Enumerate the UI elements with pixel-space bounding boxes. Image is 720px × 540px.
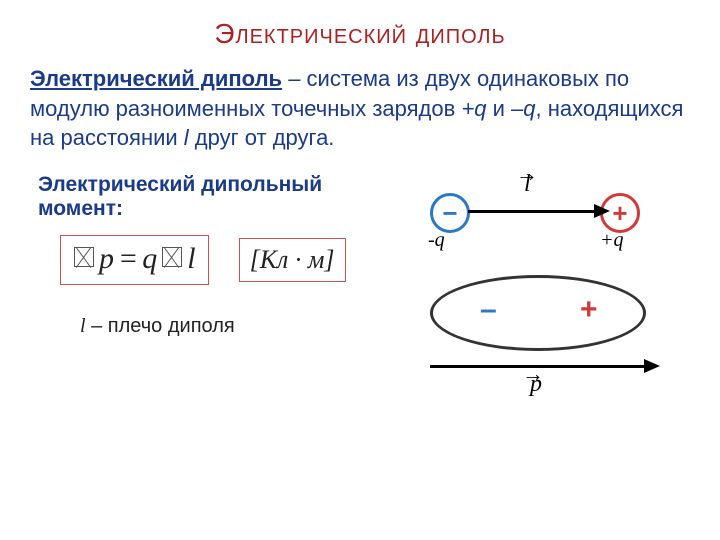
definition-q-minus: –q: [511, 96, 535, 121]
legend: l – плечо диполя: [20, 285, 400, 338]
moment-label: Электрический дипольный момент:: [20, 163, 400, 229]
definition-term: Электрический диполь: [30, 66, 282, 91]
negative-charge-icon: −: [430, 193, 470, 233]
formula-p-letter: p: [99, 242, 114, 275]
formula-l: l: [187, 242, 195, 276]
definition-paragraph: Электрический диполь – система из двух о…: [0, 58, 720, 163]
page-title: Электрический диполь: [0, 0, 720, 58]
l-vector-line: [468, 210, 596, 213]
formula-box: p = q l: [60, 235, 209, 285]
unit-box: [Кл · м]: [239, 238, 346, 282]
definition-q-plus: +q: [461, 96, 486, 121]
p-vector-label: p: [530, 371, 542, 398]
l-vector-arrowhead: [594, 204, 610, 218]
diagram-dipole-moment: – + → p: [400, 265, 680, 405]
ellipse-pos-sign: +: [580, 293, 598, 327]
legend-text: – плечо диполя: [86, 315, 235, 337]
formula-l-letter: l: [187, 242, 195, 275]
definition-and: и: [487, 96, 512, 121]
l-vector-label: l: [524, 171, 531, 198]
formula-eq: =: [118, 242, 138, 276]
p-vector-arrowhead: [644, 359, 660, 373]
broken-image-icon-2: [162, 247, 182, 267]
pos-q-label: +q: [600, 229, 624, 252]
broken-image-icon: [74, 247, 94, 267]
definition-body-3: друг от друга.: [189, 125, 335, 150]
formula-p: p: [99, 242, 114, 276]
ellipse-neg-sign: –: [480, 293, 497, 327]
dipole-ellipse: [430, 275, 646, 351]
diagram-dipole-charges: − + → l -q +q: [400, 169, 680, 259]
formula-q: q: [142, 242, 157, 276]
neg-q-label: -q: [428, 229, 445, 252]
